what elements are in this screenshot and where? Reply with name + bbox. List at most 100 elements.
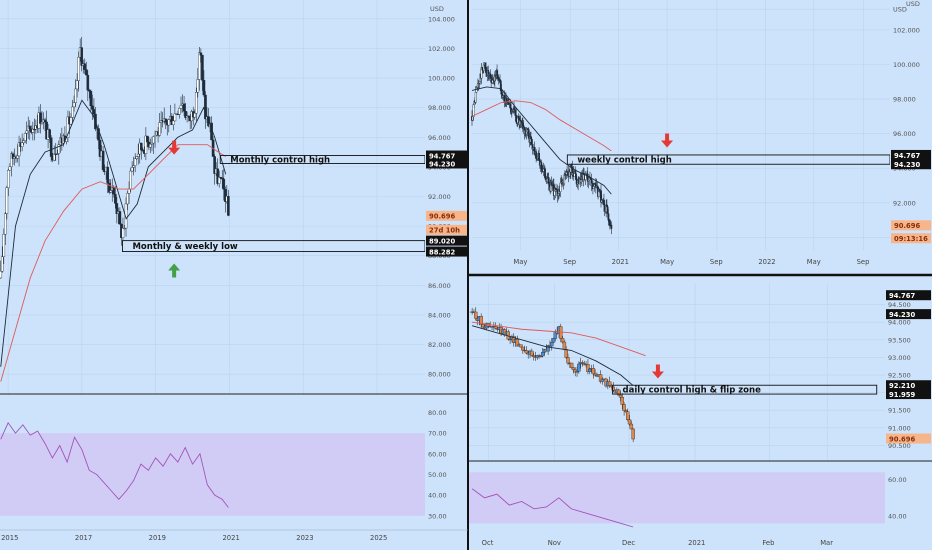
price-marker-box [886,389,931,400]
candle-body [84,69,88,76]
candle-body [474,311,478,319]
candle-body [593,373,597,376]
candle [74,79,77,107]
candle-body [521,346,525,351]
price-tick-label: 82.000 [428,341,451,349]
price-tick-label: 84.000 [428,311,451,319]
candle [530,348,534,357]
candle-body [182,103,186,112]
candle [508,336,512,345]
down-arrow-icon [168,140,181,155]
candle [571,367,576,374]
candle-body [74,88,77,103]
oscillator-tick-label: 40.00 [428,492,447,500]
candle [77,51,80,92]
candle [219,176,223,179]
candle-body [588,368,592,372]
candle-body [10,153,13,167]
candle [71,99,74,123]
candle-body [97,128,100,141]
candle-body [5,187,9,214]
candle [158,112,161,137]
candle-body [40,122,44,124]
price-tick-label: 100.000 [893,61,920,69]
candle-body [0,271,3,279]
price-marker: 27d 10h [426,224,467,235]
price-marker-label: 94.230 [889,311,915,319]
price-marker-box [886,380,931,391]
candle-body [217,177,221,184]
down-arrow-icon [651,364,664,379]
candle [114,186,117,209]
zone-box [612,384,878,395]
candle [569,362,574,369]
candle-body [610,224,613,229]
time-tick-label: Nov [548,539,561,547]
candle [202,70,206,98]
plot-area [472,0,890,250]
candle-body [48,129,51,138]
candle [23,132,27,144]
candle [182,95,186,117]
oscillator-line [471,488,634,528]
candle-body [31,128,35,133]
candle-body [201,54,204,81]
candle-body [204,94,207,120]
price-tick-label: 102.000 [428,45,455,53]
oscillator-line [0,421,229,508]
candle-body [118,211,122,225]
price-tick-label: 91.000 [888,424,911,432]
price-marker-box [891,233,931,244]
price-marker-label: 92.210 [889,382,915,390]
candle-body [620,397,624,405]
zone-label: Monthly control high [230,156,330,166]
candle-body [109,190,113,193]
price-marker: 94.767 [886,290,931,301]
candle-body [611,386,615,391]
candle-body [25,130,29,134]
candles [470,307,635,443]
candle [198,47,201,91]
candle-body [539,355,543,357]
candle [193,109,197,120]
price-tick-label: 80.000 [428,371,451,379]
candle-body [71,106,74,118]
time-tick-label: May [513,258,527,266]
price-tick-label: 90.500 [888,442,911,450]
candle [4,212,7,246]
candle-body [629,423,634,430]
candle [136,143,140,165]
candle [39,104,42,134]
candle-body [222,178,226,190]
candle [519,344,523,348]
price-marker-box [891,220,931,231]
candle-body [8,166,12,171]
candle-body [213,156,216,174]
price-axis [425,0,468,393]
candle [55,149,59,155]
candle-body [23,133,27,141]
candle-body [129,170,132,190]
candle-body [219,177,223,179]
oscillator-tick-label: 50.00 [428,471,447,479]
candle-body [564,349,568,358]
candle-body [33,128,36,131]
candle [2,228,6,264]
price-marker-box [426,235,467,246]
candle [11,151,15,165]
candle [106,161,109,193]
candle [98,136,102,161]
candle-body [139,142,143,151]
candle [194,87,198,121]
candle-body [184,111,187,118]
currency-label: USD [906,0,920,8]
candle-body [546,345,550,352]
price-marker-label: 94.230 [429,160,455,168]
candle-body [493,326,498,329]
candle-body [626,411,630,420]
candle [179,96,183,113]
candle-body [4,213,7,235]
price-marker-box [426,246,467,257]
candle [84,61,88,76]
candle-body [519,344,523,348]
